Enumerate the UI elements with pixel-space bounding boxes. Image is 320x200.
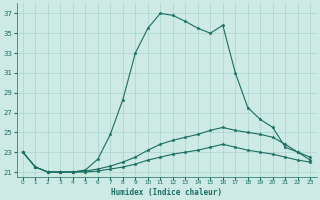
X-axis label: Humidex (Indice chaleur): Humidex (Indice chaleur): [111, 188, 222, 197]
